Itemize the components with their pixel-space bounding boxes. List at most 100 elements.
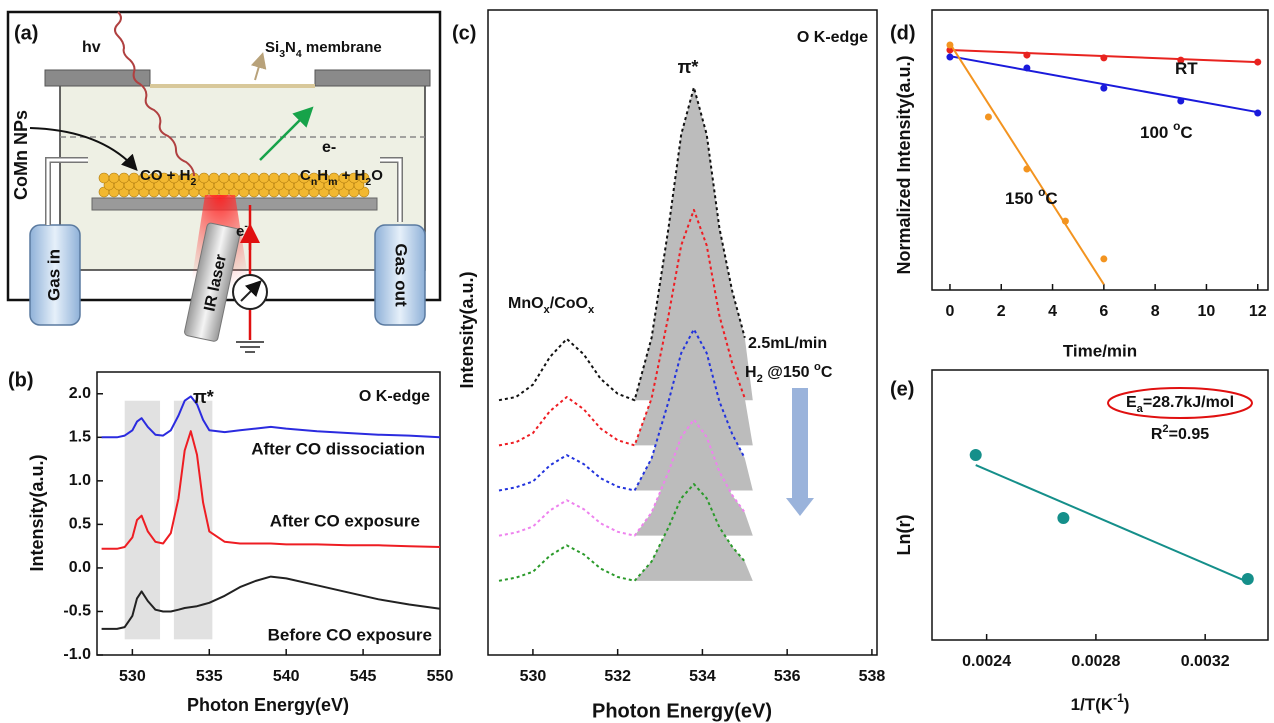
- condition-label-part: H: [745, 364, 757, 381]
- nanoparticle: [238, 172, 250, 184]
- series-line: [101, 575, 441, 630]
- nanoparticles: [98, 172, 370, 198]
- y-axis-label: Ln(r): [894, 515, 914, 556]
- data-point: [1254, 109, 1262, 117]
- membrane-pointer: [250, 52, 267, 81]
- energy-label-part: a: [1137, 403, 1144, 415]
- pi-label: π*: [678, 57, 699, 77]
- oxide-label-part: x: [588, 304, 595, 316]
- data-point: [969, 449, 982, 462]
- electron-in-label-part: -: [244, 220, 248, 232]
- reactants-label-part: CO + H: [140, 167, 190, 184]
- plot-frame: [931, 369, 1269, 641]
- ammeter-needle: [240, 280, 262, 302]
- gas-in-tube: [29, 224, 81, 326]
- nanoparticle: [258, 172, 270, 184]
- series-label: After CO exposure: [270, 511, 420, 530]
- nanoparticle: [268, 172, 280, 184]
- r2-label: R2=0.95: [1151, 423, 1209, 443]
- peak-fill: [634, 329, 753, 491]
- x-axis-label: Time/min: [1063, 341, 1137, 360]
- x-axis-label: Photon Energy(eV): [187, 695, 349, 715]
- membrane: [150, 84, 315, 88]
- r2-label-part: =0.95: [1169, 426, 1210, 443]
- r2-label-part: 2: [1162, 423, 1168, 435]
- peak-fill: [634, 209, 753, 446]
- data-point: [1254, 58, 1262, 66]
- products-label-part: H: [317, 167, 328, 184]
- flow-label: 2.5mL/min: [748, 335, 827, 352]
- electron-in-label: e-: [236, 220, 248, 240]
- series-line: [498, 86, 746, 402]
- x-tick-label: 10: [1198, 303, 1216, 320]
- data-point: [1023, 165, 1031, 173]
- products-label: CnHm + H2O: [300, 167, 383, 188]
- gas-out-tube: [374, 224, 426, 326]
- x-tick-label: 530: [520, 668, 547, 685]
- nanoparticle: [218, 172, 230, 184]
- energy-label: Ea=28.7kJ/mol: [1126, 394, 1234, 415]
- series-line: [498, 208, 746, 447]
- x-tick-label: 8: [1151, 303, 1160, 320]
- highlight-ellipse: [1107, 387, 1253, 419]
- condition-label-part: C: [821, 364, 833, 381]
- oxide-label-part: MnO: [508, 295, 544, 312]
- x-axis-label: Photon Energy(eV): [592, 700, 772, 722]
- x-tick-label: 545: [350, 668, 377, 685]
- y-tick-label: 0.5: [69, 516, 91, 533]
- oxide-label-part: x: [544, 304, 551, 316]
- products-label-part: 2: [365, 176, 371, 188]
- series-label-part: o: [1173, 119, 1180, 133]
- reactants-label: CO + H2: [140, 167, 196, 188]
- series-label-part: 100: [1140, 123, 1173, 142]
- x-axis-label-part: ): [1124, 695, 1130, 714]
- data-point: [1061, 217, 1069, 225]
- x-axis-label: 1/T(K-1): [1071, 691, 1130, 714]
- data-point: [946, 53, 954, 61]
- ground: [236, 341, 264, 353]
- panel-label: (a): [14, 22, 38, 44]
- x-tick-label: 536: [774, 668, 801, 685]
- edge-label: O K-edge: [797, 29, 868, 46]
- series-line: [498, 418, 746, 537]
- products-label-part: m: [328, 176, 337, 188]
- particles-label: CoMn NPs: [11, 110, 31, 200]
- series-label-part: RT: [1175, 59, 1198, 78]
- x-tick-label: 0: [946, 303, 955, 320]
- laser: [184, 222, 241, 342]
- panel-label: (b): [8, 369, 34, 391]
- y-axis-label: Normalized Intensity(a.u.): [894, 55, 914, 274]
- inlet-pipe-inner: [46, 158, 88, 225]
- products-label-part: n: [311, 176, 317, 188]
- x-tick-label: 0.0028: [1071, 653, 1120, 670]
- x-tick-label: 540: [273, 668, 300, 685]
- peak-fill: [634, 419, 753, 536]
- peak-fill: [634, 484, 753, 581]
- condition-label: H2 @150 oC: [745, 361, 833, 385]
- nanoparticle: [248, 172, 260, 184]
- panel-label: (c): [452, 22, 476, 44]
- nanoparticle: [288, 172, 300, 184]
- condition-label-part: @150: [763, 364, 814, 381]
- laser-body: [184, 222, 241, 342]
- nanoparticle: [228, 172, 240, 184]
- x-tick-label: 2: [997, 303, 1006, 320]
- panel-label: (d): [890, 22, 916, 44]
- electron-in-label-part: e: [236, 223, 244, 240]
- nanoparticle: [108, 172, 120, 184]
- x-tick-label: 534: [689, 668, 716, 685]
- data-point: [946, 41, 954, 49]
- products-label-part: C: [300, 167, 311, 184]
- x-tick-label: 6: [1099, 303, 1108, 320]
- data-point: [1241, 572, 1254, 585]
- nanoparticle: [128, 172, 140, 184]
- membrane-label: Si3N4 membrane: [265, 39, 382, 60]
- data-point: [984, 113, 992, 121]
- data-point: [1100, 54, 1108, 62]
- y-tick-label: -1.0: [63, 646, 91, 663]
- series-label: RT: [1175, 59, 1198, 78]
- flow-arrow-head: [786, 498, 814, 516]
- flow-arrow-shaft: [792, 388, 808, 500]
- products-label-part: + H: [337, 167, 365, 184]
